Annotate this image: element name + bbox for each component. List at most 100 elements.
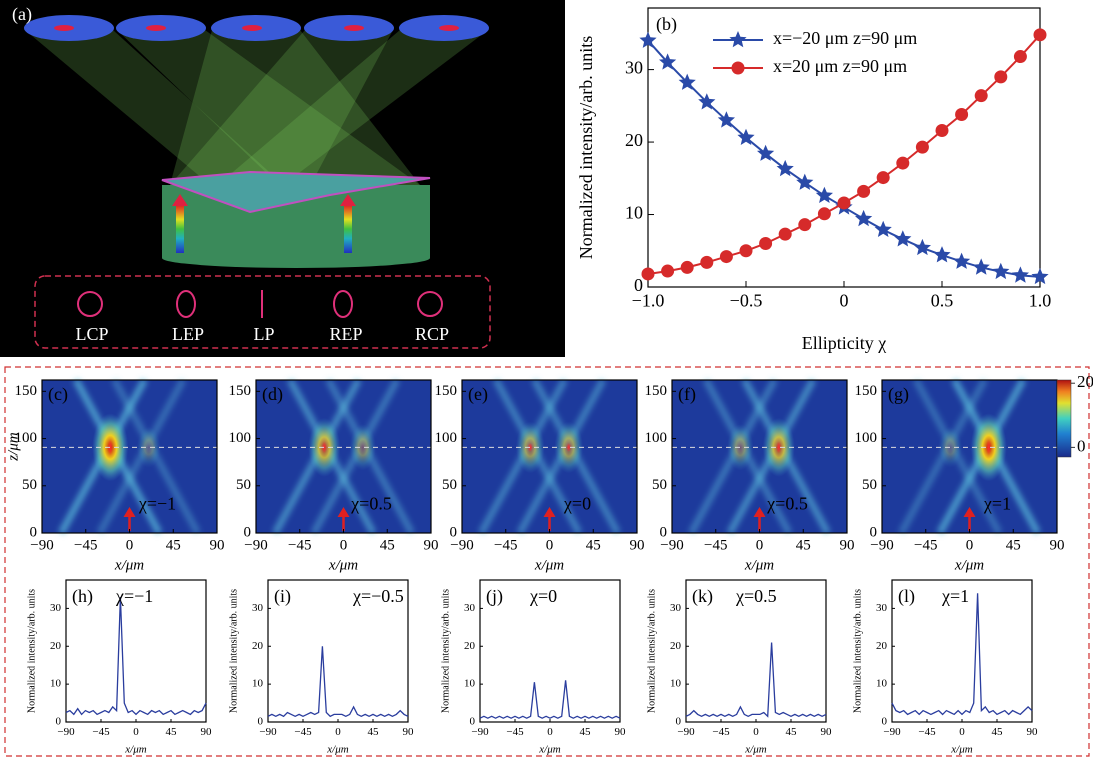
data-point	[778, 227, 792, 241]
x-axis-label: x/μm	[950, 744, 972, 756]
x-tick-label: −45	[712, 726, 730, 738]
heatmap-glow	[136, 426, 161, 468]
source-spot	[439, 25, 459, 31]
x-tick-label: 0	[546, 538, 554, 554]
colorbar	[1056, 379, 1072, 458]
x-tick-label: 90	[630, 538, 645, 554]
x-tick-label: 90	[840, 538, 855, 554]
data-point	[661, 264, 675, 278]
y-tick-label: 10	[252, 678, 264, 690]
annotation: χ=0.5	[350, 494, 392, 514]
panel-label: (h)	[72, 586, 93, 607]
data-point	[974, 89, 988, 103]
rainbow-arrow	[176, 205, 184, 253]
data-point	[817, 207, 831, 221]
y-axis-label: z/μm	[5, 432, 21, 462]
y-tick-label: 50	[652, 477, 667, 493]
lep-icon	[176, 290, 196, 318]
data-point	[896, 156, 910, 170]
y-tick-label: 100	[855, 430, 878, 446]
x-axis-label: x/μm	[538, 744, 560, 756]
panel-label: (i)	[274, 586, 291, 607]
x-axis-label: x/μm	[326, 744, 348, 756]
data-point	[776, 159, 794, 177]
polarization-box	[34, 275, 491, 349]
y-tick-label: 20	[876, 640, 888, 652]
x-tick-label: 90	[424, 538, 439, 554]
rcp-icon	[417, 291, 443, 317]
heatmap-glow	[349, 424, 376, 471]
x-tick-label: 0	[753, 726, 759, 738]
plot-frame	[647, 7, 1041, 288]
y-tick-label: 150	[15, 383, 38, 399]
x-tick-label: 90	[403, 726, 415, 738]
x-tick-label: 0.5	[931, 291, 954, 311]
x-tick-label: −45	[92, 726, 110, 738]
heatmap-peak	[321, 441, 327, 454]
data-point	[700, 255, 714, 269]
annotation: χ=1	[983, 494, 1011, 514]
heatmap	[42, 378, 217, 535]
x-tick-label: 45	[380, 538, 395, 554]
profile-line	[267, 646, 409, 718]
annotation: χ=−0.5	[352, 586, 404, 606]
incident-arrow-head	[123, 507, 136, 517]
x-tick-label: −45	[506, 726, 524, 738]
data-point	[639, 31, 657, 48]
data-point	[719, 250, 733, 264]
x-tick-label: −90	[870, 538, 893, 554]
plot-frame	[255, 379, 432, 534]
panel-label: (l)	[898, 586, 915, 607]
x-tick-label: −45	[288, 538, 311, 554]
heatmap-peak	[566, 442, 572, 452]
polarization-labels: LCP LEP LP REP RCP	[75, 324, 449, 344]
x-tick-label: 90	[210, 538, 225, 554]
legend-marker	[729, 31, 747, 48]
x-axis-label: x/μm	[328, 557, 358, 573]
y-tick-label: 20	[252, 640, 264, 652]
y-axis-label: Normalized intensity/arb. units	[646, 589, 657, 713]
incident-arrow-head	[543, 507, 556, 517]
y-tick-label: 0	[470, 716, 476, 728]
y-tick-label: 20	[625, 130, 643, 150]
x-tick-label: 90	[201, 726, 213, 738]
panel-label: (c)	[48, 384, 68, 405]
data-point	[678, 73, 696, 90]
data-point	[972, 258, 990, 275]
x-tick-label: −90	[259, 726, 277, 738]
panel-label: (k)	[692, 586, 713, 607]
x-tick-label: 0	[133, 726, 139, 738]
x-tick-label: −45	[294, 726, 312, 738]
annotation: χ=−1	[115, 586, 153, 606]
x-tick-label: 0	[126, 538, 134, 554]
y-tick-label: 0	[258, 716, 264, 728]
x-axis-label: x/μm	[124, 744, 146, 756]
x-tick-label: 45	[166, 538, 181, 554]
y-tick-label: 150	[855, 383, 878, 399]
y-tick-label: 150	[229, 383, 252, 399]
x-tick-label: 0	[959, 726, 965, 738]
annotation: χ=0	[563, 494, 591, 514]
x-tick-label: −45	[494, 538, 517, 554]
y-tick-label: 0	[660, 524, 668, 540]
beams	[25, 30, 488, 210]
incident-arrow-head	[963, 507, 976, 517]
y-tick-label: 20	[464, 640, 476, 652]
x-tick-label: 0	[756, 538, 764, 554]
y-tick-label: 100	[229, 430, 252, 446]
y-tick-label: 20	[670, 640, 682, 652]
x-axis-label: x/μm	[534, 557, 564, 573]
colorbar-tick-label: 20	[1077, 372, 1093, 391]
panel-label: (d)	[262, 384, 283, 405]
y-tick-label: 0	[244, 524, 252, 540]
y-axis-label: Normalized intensity/arb. units	[228, 589, 239, 713]
heatmap-glow	[938, 426, 963, 468]
x-tick-label: 45	[1006, 538, 1021, 554]
data-point	[659, 53, 677, 70]
heatmap	[256, 378, 431, 535]
x-tick-label: 45	[586, 538, 601, 554]
y-tick-label: 100	[15, 430, 38, 446]
x-tick-label: −90	[677, 726, 695, 738]
panel-label: (e)	[468, 384, 488, 405]
x-tick-label: 90	[615, 726, 627, 738]
